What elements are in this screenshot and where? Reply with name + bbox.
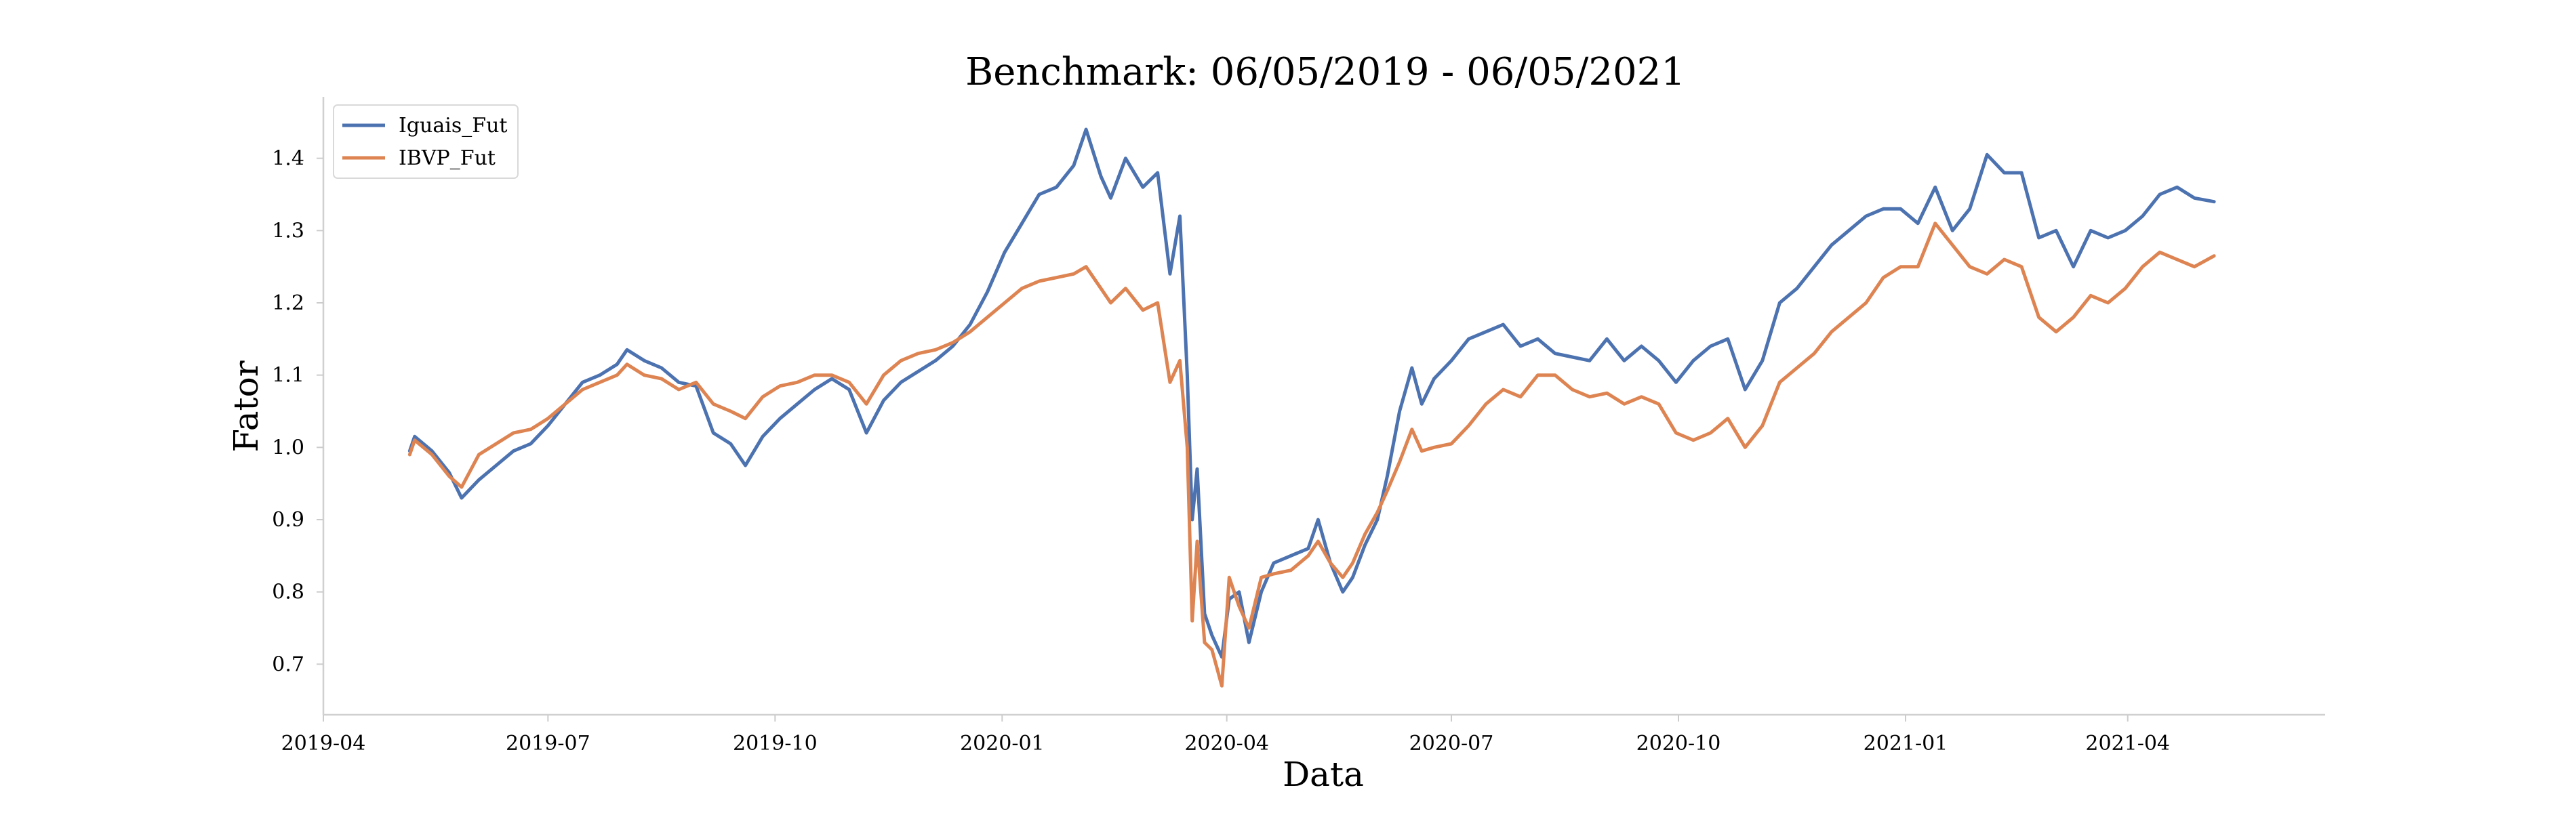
series-line-iguais-fut bbox=[407, 127, 2216, 659]
x-axis-label: Data bbox=[1283, 755, 1364, 794]
y-tick-label: 0.7 bbox=[272, 652, 304, 676]
y-tick-label: 0.8 bbox=[272, 581, 304, 604]
x-tick-label: 2020-01 bbox=[960, 732, 1045, 755]
series-layer bbox=[407, 127, 2216, 688]
legend-label: Iguais_Fut bbox=[399, 114, 507, 138]
x-tick-label: 2019-07 bbox=[506, 732, 590, 755]
y-axis-label: Fator bbox=[226, 360, 266, 452]
legend-label: IBVP_Fut bbox=[399, 146, 496, 170]
chart-title: Benchmark: 06/05/2019 - 06/05/2021 bbox=[965, 50, 1685, 94]
y-axis-ticks: 0.7 0.8 0.9 1.0 1.1 1.2 1.3 1.4 bbox=[272, 147, 323, 676]
y-tick-label: 1.1 bbox=[272, 364, 304, 388]
legend-items: Iguais_Fut IBVP_Fut bbox=[342, 114, 507, 170]
x-tick-label: 2020-10 bbox=[1636, 732, 1721, 755]
y-tick-label: 1.3 bbox=[272, 219, 304, 243]
series-line-ibvp-fut bbox=[407, 222, 2216, 688]
x-tick-label: 2021-01 bbox=[1864, 732, 1948, 755]
x-tick-label: 2021-04 bbox=[2085, 732, 2170, 755]
y-tick-label: 0.9 bbox=[272, 508, 304, 532]
x-tick-label: 2019-10 bbox=[733, 732, 818, 755]
x-tick-label: 2020-07 bbox=[1409, 732, 1494, 755]
axes-spines bbox=[322, 97, 2325, 716]
legend: Iguais_Fut IBVP_Fut bbox=[333, 104, 519, 179]
x-axis-ticks: 2019-04 2019-07 2019-10 2020-01 2020-04 2020-… bbox=[281, 715, 2170, 755]
y-tick-label: 1.4 bbox=[272, 147, 304, 171]
x-tick-label: 2020-04 bbox=[1184, 732, 1269, 755]
x-tick-label: 2019-04 bbox=[281, 732, 366, 755]
y-tick-label: 1.0 bbox=[272, 436, 304, 459]
legend-box bbox=[333, 104, 519, 179]
y-tick-label: 1.2 bbox=[272, 291, 304, 315]
